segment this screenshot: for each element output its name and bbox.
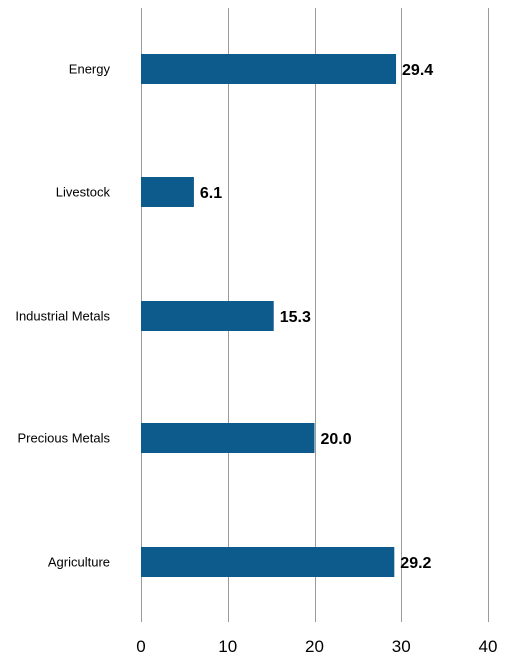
- bar-industrial-metals: [141, 301, 274, 331]
- data-label: 29.2: [400, 555, 431, 572]
- bar-livestock: [141, 177, 194, 207]
- category-labels: Energy Livestock Industrial Metals Precious…: [15, 62, 110, 570]
- data-label: 15.3: [280, 309, 311, 326]
- x-tick-label: 40: [479, 637, 498, 656]
- data-label: 29.4: [402, 62, 433, 79]
- x-tick-label: 20: [305, 637, 324, 656]
- bar-precious-metals: [141, 423, 315, 453]
- data-label: 20.0: [321, 431, 352, 448]
- category-label: Energy: [69, 62, 111, 77]
- category-label: Industrial Metals: [15, 309, 110, 324]
- gridlines: [141, 8, 489, 622]
- data-label: 6.1: [200, 185, 222, 202]
- bar-energy: [141, 54, 397, 84]
- x-tick-label: 30: [392, 637, 411, 656]
- category-label: Livestock: [56, 185, 111, 200]
- category-label: Precious Metals: [18, 431, 111, 446]
- x-tick-label: 10: [218, 637, 237, 656]
- bars: [141, 54, 397, 577]
- category-label: Agriculture: [48, 555, 110, 570]
- x-tick-label: 0: [136, 637, 145, 656]
- bar-agriculture: [141, 547, 395, 577]
- value-labels: 29.4 6.1 15.3 20.0 29.2: [200, 62, 433, 572]
- x-axis-tick-labels: 0 10 20 30 40: [136, 637, 497, 656]
